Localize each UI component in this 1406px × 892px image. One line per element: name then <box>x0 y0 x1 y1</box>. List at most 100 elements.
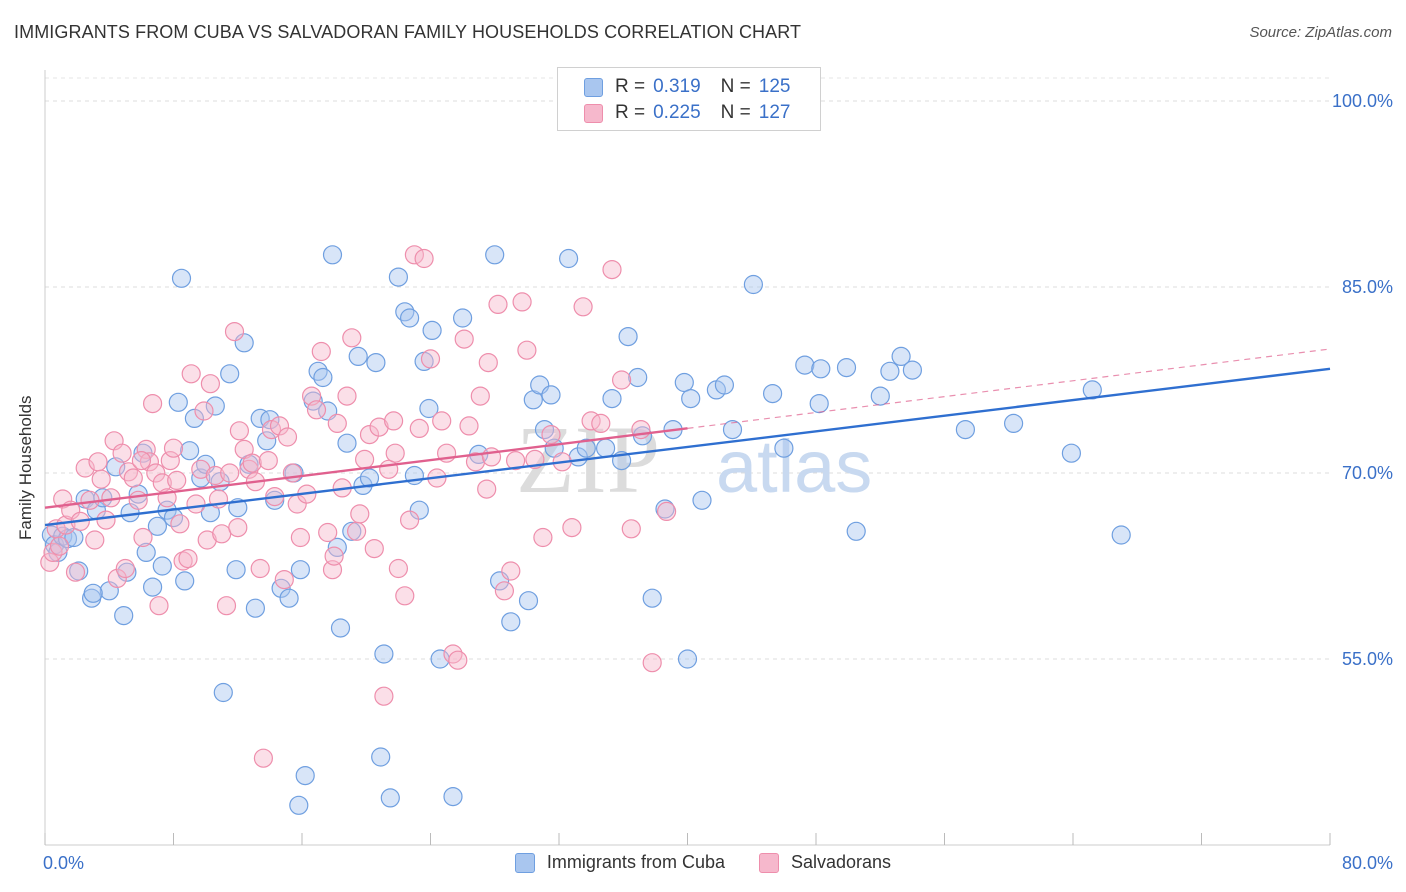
legend-swatch-salvadorans <box>758 852 779 873</box>
point-cuba <box>443 786 463 807</box>
point-cuba <box>774 438 794 458</box>
legend-n-value: 125 <box>758 76 791 97</box>
point-salvadorans <box>642 653 662 673</box>
point-cuba <box>955 420 976 440</box>
point-cuba <box>485 245 505 265</box>
point-salvadorans <box>181 364 201 384</box>
point-salvadorans <box>88 452 108 472</box>
point-salvadorans <box>541 425 561 445</box>
point-salvadorans <box>253 748 273 768</box>
point-cuba <box>674 372 694 393</box>
point-cuba <box>419 398 439 419</box>
point-salvadorans <box>562 517 582 538</box>
point-cuba <box>374 644 394 664</box>
point-cuba <box>143 577 163 597</box>
point-cuba <box>681 389 701 409</box>
point-cuba <box>743 274 764 295</box>
legend-row-cuba: R = 0.319 N = 125 <box>584 75 790 99</box>
point-cuba <box>168 392 188 412</box>
source-label: Source: ZipAtlas.com <box>1249 24 1392 41</box>
point-salvadorans <box>136 439 156 459</box>
point-cuba <box>289 795 309 815</box>
point-salvadorans <box>178 548 198 569</box>
legend-label-cuba: Immigrants from Cuba <box>546 852 725 872</box>
point-cuba <box>400 308 420 328</box>
point-salvadorans <box>160 451 180 471</box>
point-salvadorans <box>414 248 434 269</box>
trend-line-extension-salvadorans <box>687 348 1331 429</box>
point-cuba <box>846 521 866 541</box>
y-tick-labels: 55.0% 70.0% 85.0% 100.0% <box>1332 91 1393 669</box>
point-salvadorans <box>501 561 521 581</box>
stats-legend: R = 0.319 N = 125 R = 0.225 N = 127 <box>557 67 821 131</box>
point-cuba <box>541 385 561 405</box>
point-cuba <box>762 384 783 404</box>
point-salvadorans <box>224 322 245 342</box>
axes <box>44 70 1331 846</box>
point-salvadorans <box>385 443 405 463</box>
legend-row-salvadorans: R = 0.225 N = 127 <box>584 101 790 125</box>
point-salvadorans <box>258 451 278 471</box>
point-cuba <box>811 359 831 379</box>
point-salvadorans <box>602 260 622 280</box>
trend-lines <box>44 348 1331 527</box>
point-cuba <box>558 248 579 269</box>
point-cuba <box>809 394 829 414</box>
point-cuba <box>213 682 233 703</box>
point-cuba <box>348 346 368 366</box>
point-cuba <box>175 571 195 591</box>
point-cuba <box>677 649 698 669</box>
point-salvadorans <box>517 340 537 360</box>
point-salvadorans <box>216 596 237 616</box>
point-salvadorans <box>152 473 172 493</box>
legend-n-value: 127 <box>758 102 791 123</box>
point-salvadorans <box>143 394 163 414</box>
point-salvadorans <box>470 386 490 406</box>
point-salvadorans <box>488 294 508 314</box>
point-cuba <box>313 367 333 388</box>
point-cuba <box>518 591 539 611</box>
legend-r-value: 0.319 <box>653 76 701 97</box>
point-salvadorans <box>621 519 641 539</box>
point-cuba <box>220 364 240 384</box>
point-cuba <box>628 367 648 388</box>
y-tick-label: 85.0% <box>1342 277 1393 297</box>
point-cuba <box>453 308 473 328</box>
point-salvadorans <box>573 297 593 317</box>
point-salvadorans <box>512 292 532 312</box>
point-salvadorans <box>228 517 248 538</box>
point-salvadorans <box>212 524 232 544</box>
legend-swatch-cuba <box>584 77 603 97</box>
point-cuba <box>226 560 246 580</box>
point-salvadorans <box>379 459 399 479</box>
point-salvadorans <box>420 349 441 369</box>
point-salvadorans <box>282 463 302 483</box>
point-cuba <box>366 353 386 373</box>
point-cuba <box>501 612 521 632</box>
x-tick-label-max: 80.0% <box>1342 853 1393 873</box>
point-salvadorans <box>56 515 76 535</box>
point-cuba <box>83 583 103 603</box>
legend-r-label: R = <box>615 76 646 97</box>
point-salvadorans <box>167 470 187 490</box>
point-salvadorans <box>404 245 424 265</box>
legend-label-salvadorans: Salvadorans <box>790 852 892 872</box>
point-salvadorans <box>656 501 677 521</box>
point-cuba <box>902 360 923 380</box>
point-cuba <box>722 420 743 440</box>
point-cuba <box>1003 413 1024 433</box>
point-salvadorans <box>115 558 135 579</box>
point-cuba <box>342 521 362 541</box>
point-salvadorans <box>123 468 143 488</box>
point-cuba <box>595 438 616 458</box>
x-tick-labels: 0.0% 80.0% <box>43 853 1393 873</box>
point-cuba <box>359 468 380 488</box>
point-salvadorans <box>277 427 298 447</box>
point-cuba <box>295 765 315 786</box>
y-tick-label: 100.0% <box>1332 91 1393 111</box>
point-cuba <box>380 788 400 808</box>
point-cuba <box>322 245 343 265</box>
point-salvadorans <box>107 568 127 589</box>
point-salvadorans <box>350 504 370 524</box>
